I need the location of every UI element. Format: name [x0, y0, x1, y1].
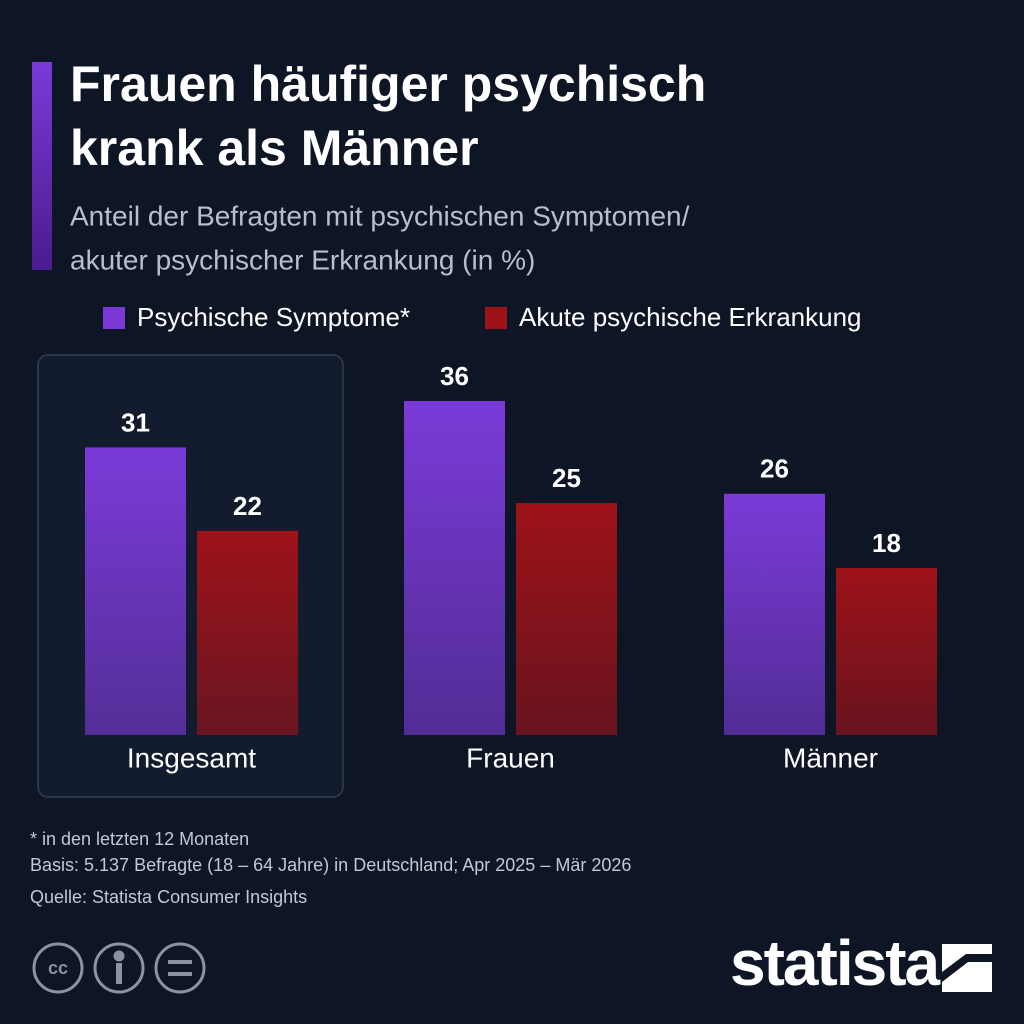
- value-label: 31: [121, 407, 150, 437]
- chart-title: krank als Männer: [70, 120, 479, 176]
- legend-label: Akute psychische Erkrankung: [519, 302, 862, 332]
- license-icons: [32, 942, 206, 994]
- x-tick-label: Insgesamt: [127, 742, 256, 773]
- source: Quelle: Statista Consumer Insights: [30, 887, 307, 907]
- legend-swatch: [103, 307, 125, 329]
- bar: [836, 568, 937, 735]
- brand: statista: [730, 927, 941, 999]
- bar: [197, 530, 298, 735]
- chart-title: Frauen häufiger psychisch: [70, 56, 706, 112]
- chart-subtitle: akuter psychischer Erkrankung (in %): [70, 244, 535, 275]
- footnote: * in den letzten 12 Monaten: [30, 829, 249, 849]
- value-label: 22: [233, 491, 262, 521]
- license-label: cc: [48, 958, 68, 978]
- value-label: 25: [552, 463, 581, 493]
- value-label: 26: [760, 454, 789, 484]
- bar: [516, 503, 617, 735]
- value-label: 36: [440, 361, 469, 391]
- legend-swatch: [485, 307, 507, 329]
- x-tick-label: Frauen: [466, 742, 555, 773]
- value-label: 18: [872, 528, 901, 558]
- brand-logo: [942, 944, 992, 992]
- bar: [724, 493, 825, 735]
- legend-label: Psychische Symptome*: [137, 302, 410, 332]
- bar: [85, 447, 186, 735]
- bar: [404, 401, 505, 735]
- footnote: Basis: 5.137 Befragte (18 – 64 Jahre) in…: [30, 855, 631, 875]
- accent-bar: [32, 62, 52, 270]
- x-tick-label: Männer: [783, 742, 878, 773]
- chart-subtitle: Anteil der Befragten mit psychischen Sym…: [70, 200, 690, 231]
